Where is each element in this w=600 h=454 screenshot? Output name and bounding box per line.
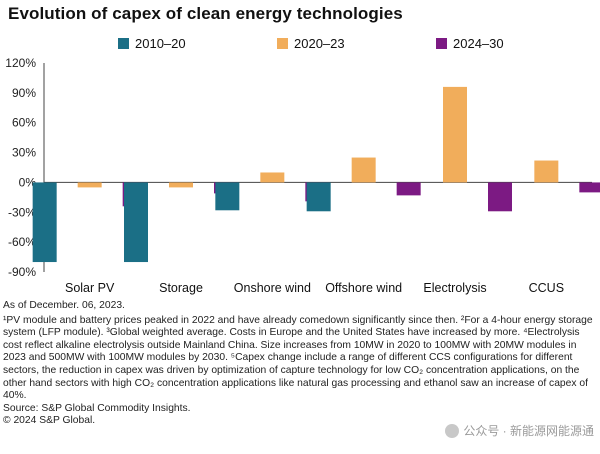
footnote-text: ¹PV module and battery prices peaked in … — [3, 314, 593, 402]
x-category-label: Electrolysis — [423, 281, 486, 295]
watermark-text: 公众号 · 新能源网能源通 — [463, 424, 594, 438]
y-tick-label: -60% — [8, 235, 36, 249]
bar-onshore-wind-1 — [260, 172, 285, 183]
bar-storage-1 — [169, 182, 193, 188]
x-category-label: Solar PV — [65, 281, 115, 295]
watermark: 公众号 · 新能源网能源通 — [445, 422, 594, 439]
bar-solar-pv-0 — [32, 182, 57, 263]
source-note: Source: S&P Global Commodity Insights. — [3, 402, 191, 414]
x-category-label: CCUS — [529, 281, 564, 295]
wechat-icon — [445, 423, 460, 438]
y-tick-label: 90% — [12, 86, 36, 100]
y-tick-label: 60% — [12, 116, 36, 130]
y-tick-label: -30% — [8, 205, 36, 219]
legend-label-2010-20: 2010–20 — [135, 36, 186, 51]
footnotes: As of December. 06, 2023. ¹PV module and… — [3, 300, 597, 428]
chart-title: Evolution of capex of clean energy techn… — [8, 4, 403, 23]
legend-label-2020-23: 2020–23 — [294, 36, 345, 51]
as-of-date: As of December. 06, 2023. — [3, 300, 125, 311]
legend-item-2020-23: 2020–23 — [277, 36, 345, 51]
copyright-note: © 2024 S&P Global. — [3, 415, 96, 427]
legend-swatch-2010-20 — [118, 38, 129, 49]
bar-offshore-wind-0 — [306, 182, 331, 212]
legend-swatch-2020-23 — [277, 38, 288, 49]
x-category-label: Storage — [159, 281, 203, 295]
bar-storage-0 — [124, 182, 148, 263]
bar-ccus-1 — [534, 160, 559, 183]
x-category-label: Offshore wind — [325, 281, 402, 295]
legend-swatch-2024-30 — [436, 38, 447, 49]
bar-chart: 120% 90% 60% 30% 0% -30% -60% -90% Solar PV Stora… — [5, 56, 600, 295]
legend-item-2010-20: 2010–20 — [118, 36, 186, 51]
bar-offshore-wind-1 — [351, 157, 376, 183]
bar-electrolysis-2 — [488, 182, 512, 212]
y-tick-label: 120% — [5, 56, 36, 70]
legend-label-2024-30: 2024–30 — [453, 36, 504, 51]
bar-offshore-wind-2 — [396, 182, 421, 196]
legend-item-2024-30: 2024–30 — [436, 36, 504, 51]
y-tick-label: 30% — [12, 146, 36, 160]
bar-onshore-wind-0 — [215, 182, 240, 211]
bar-solar-pv-1 — [77, 182, 102, 188]
bar-electrolysis-1 — [443, 86, 467, 183]
y-tick-label: 0% — [19, 175, 37, 189]
chart-legend: 2010–20 2020–23 2024–30 — [0, 36, 600, 54]
y-tick-label: -90% — [8, 265, 36, 279]
bar-ccus-2 — [579, 182, 600, 193]
x-category-label: Onshore wind — [234, 281, 311, 295]
